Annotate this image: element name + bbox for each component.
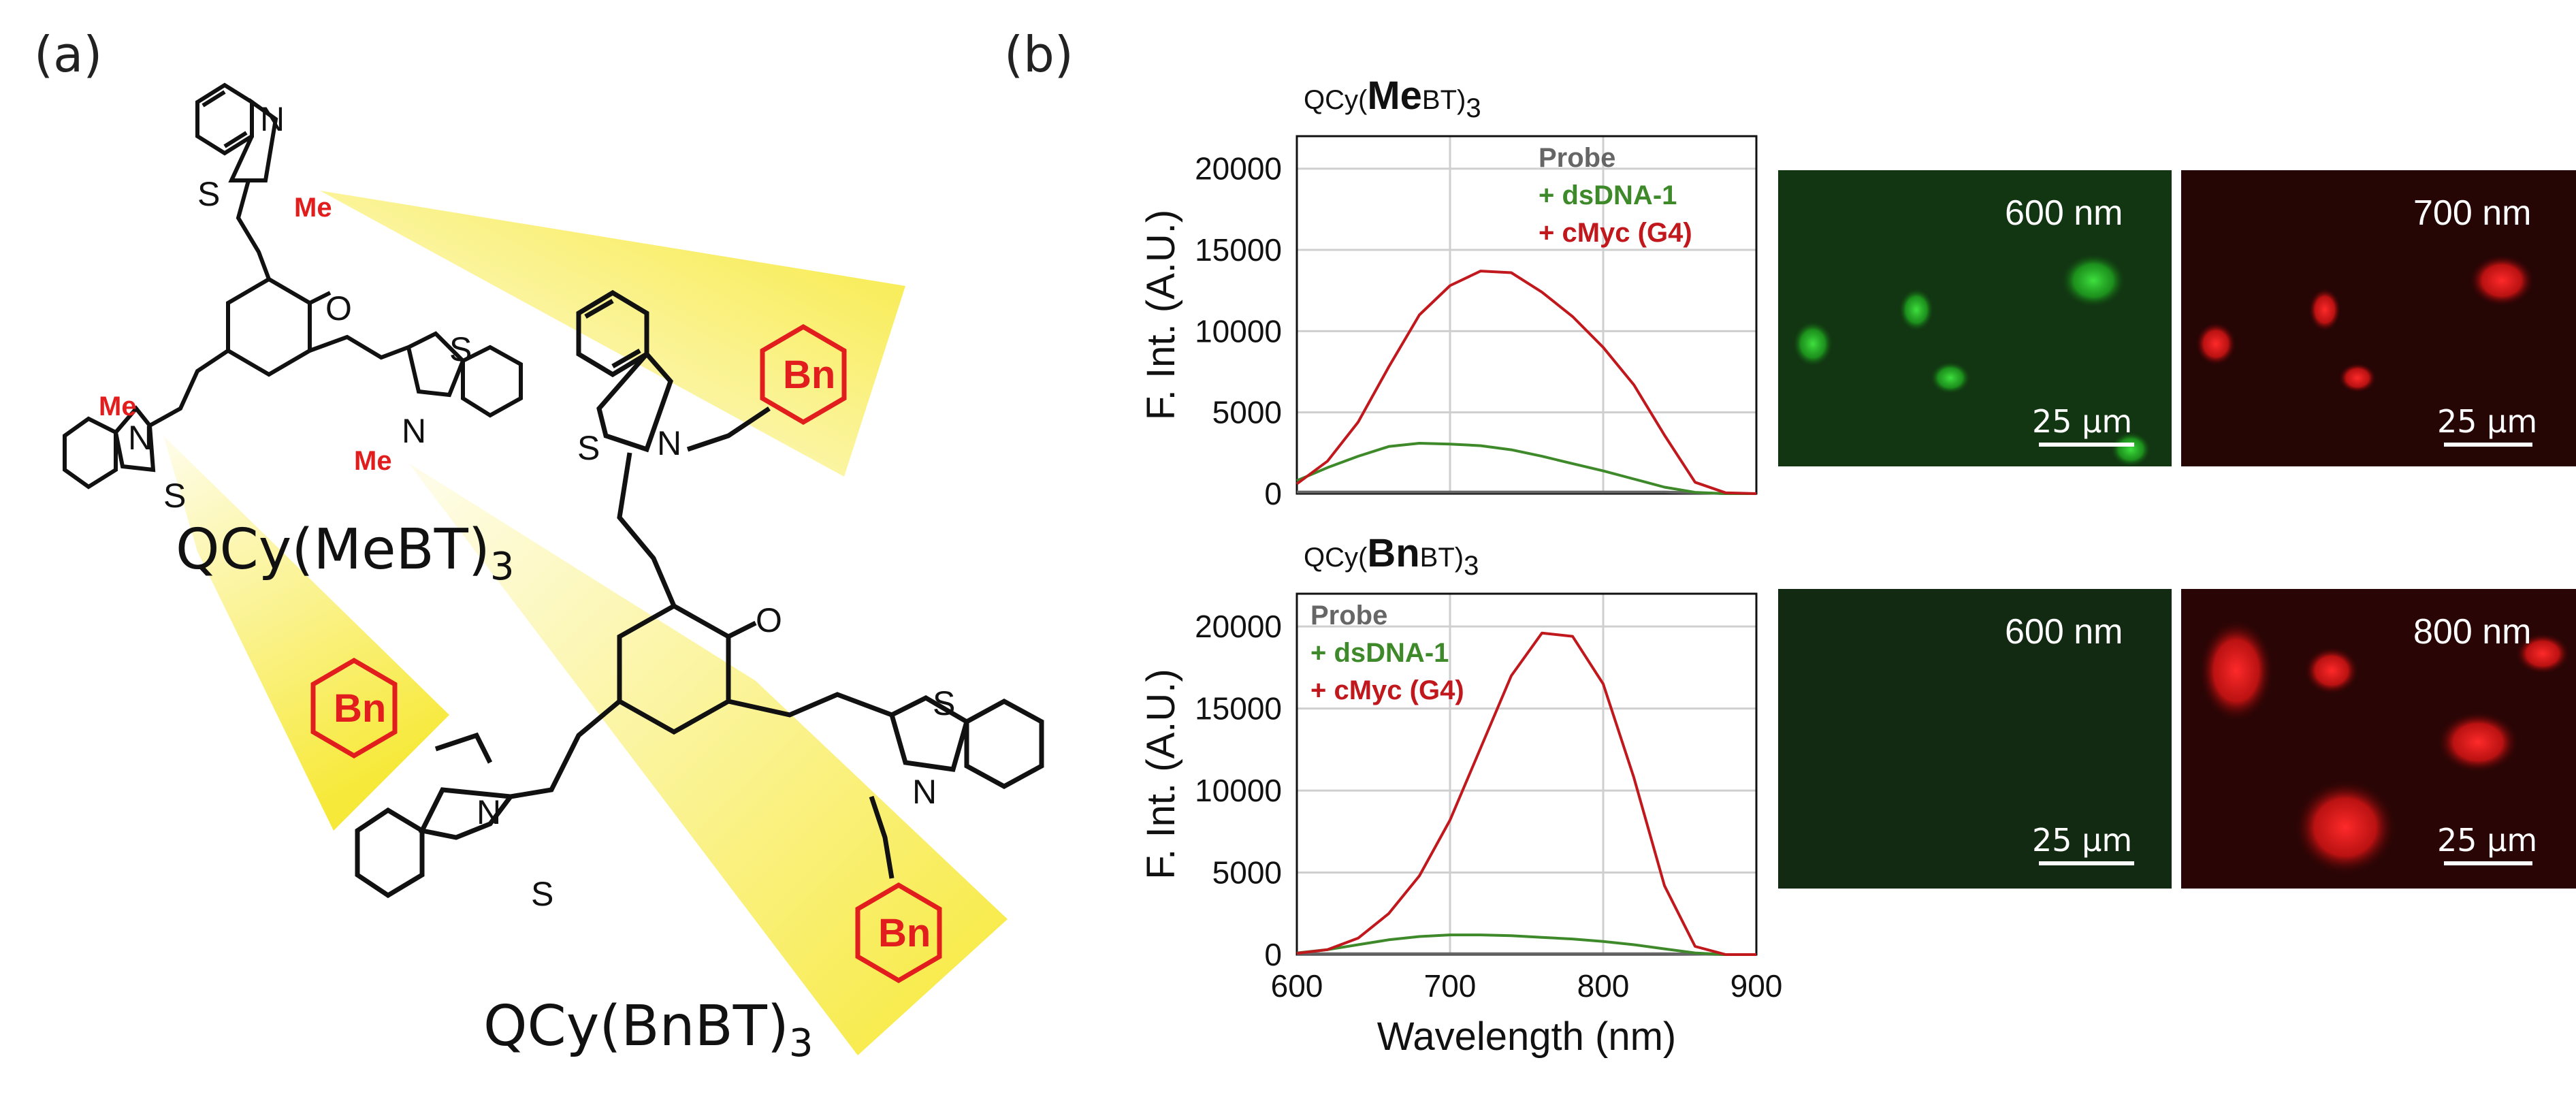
spectrum-chart-mebt3: QCy(MeBT)3 0 5000 10000 15000 20000 F. Int. (A… xyxy=(1139,74,1758,511)
y-tick-label: 0 xyxy=(1264,937,1282,972)
scale-bar xyxy=(2039,861,2134,865)
legend-entry: Probe xyxy=(1310,601,1387,630)
qcy-mebt3-structure xyxy=(63,82,523,490)
atom-n: N xyxy=(402,412,426,450)
bn-rings xyxy=(310,323,942,984)
atom-n: N xyxy=(477,793,501,831)
atom-o: O xyxy=(325,289,352,327)
bn-ring-top xyxy=(760,323,847,426)
legend-entry: Probe xyxy=(1539,143,1615,173)
x-axis-title: Wavelength (nm) xyxy=(1377,1014,1676,1059)
beam-me-to-bn xyxy=(320,191,905,477)
legend-entry: + dsDNA-1 xyxy=(1539,180,1677,210)
y-tick-label: 10000 xyxy=(1195,773,1282,808)
legend-entry: + dsDNA-1 xyxy=(1310,638,1449,668)
series-line-cmyc xyxy=(1296,631,1756,956)
micrograph-bnbt3-800nm: 800 nm 25 µm xyxy=(2181,589,2576,889)
core-ring xyxy=(226,276,312,377)
bn-ring-left xyxy=(310,657,398,759)
scale-bar-label: 25 µm xyxy=(2437,403,2537,440)
atom-s: S xyxy=(449,330,472,368)
series-line-probe xyxy=(1297,490,1756,495)
y-tick-label: 20000 xyxy=(1195,609,1282,644)
series-line-dsdna xyxy=(1296,442,1756,495)
bn-label-left: Bn xyxy=(334,686,386,731)
micrograph-wavelength: 600 nm xyxy=(2005,612,2123,652)
chart-title: QCy(MeBT)3 xyxy=(1304,74,1481,123)
atom-s: S xyxy=(531,875,553,913)
micrograph-wavelength: 800 nm xyxy=(2413,612,2531,652)
x-tick-label: 800 xyxy=(1577,968,1630,1004)
atom-s: S xyxy=(577,429,600,467)
chart-title: QCy(BnBT)3 xyxy=(1304,531,1479,581)
atom-s: S xyxy=(197,175,220,213)
micrograph-wavelength: 700 nm xyxy=(2413,193,2531,233)
x-tick-label: 600 xyxy=(1271,968,1323,1004)
y-tick-label: 15000 xyxy=(1195,691,1282,726)
bn-ring-bottom xyxy=(855,882,942,984)
plot-frame xyxy=(1295,135,1758,495)
atom-n: N xyxy=(912,773,937,811)
legend-entry: + cMyc (G4) xyxy=(1310,675,1464,705)
panel-a-label: (a) xyxy=(34,26,102,83)
bn-label-bottom: Bn xyxy=(878,911,931,955)
y-tick-label: 0 xyxy=(1264,476,1282,511)
scale-bar-label: 25 µm xyxy=(2437,822,2537,859)
atom-me: Me xyxy=(354,446,392,476)
x-tick-label: 700 xyxy=(1424,968,1477,1004)
panel-b-label: (b) xyxy=(1004,26,1074,83)
benzene-ring xyxy=(195,82,254,156)
y-tick-label: 10000 xyxy=(1195,313,1282,349)
y-tick-label: 5000 xyxy=(1212,855,1282,891)
scale-bar-label: 25 µm xyxy=(2032,403,2132,440)
qcy-bnbt3-structure xyxy=(355,289,1044,899)
y-axis-title: F. Int. (A.U.) xyxy=(1139,210,1183,420)
atom-me: Me xyxy=(99,391,137,421)
beam-down-left xyxy=(163,436,449,831)
y-tick-label: 5000 xyxy=(1212,395,1282,430)
micrograph-bnbt3-600nm: 600 nm 25 µm xyxy=(1778,589,2172,889)
qcy-bnbt3-atoms: N S O S N N S xyxy=(477,424,955,913)
scale-bar xyxy=(2039,443,2134,447)
atom-me: Me xyxy=(294,193,332,223)
qcy-mebt3-atoms: N S Me O S N Me Me N S xyxy=(99,100,472,515)
bn-label-top: Bn xyxy=(783,353,835,397)
scale-bar-label: 25 µm xyxy=(2032,822,2132,859)
mebt3-name: QCy(MeBT)3 xyxy=(176,517,515,589)
y-tick-label: 15000 xyxy=(1195,232,1282,268)
y-axis-title: F. Int. (A.U.) xyxy=(1139,669,1183,879)
benzene-ring xyxy=(576,289,649,378)
scale-bar xyxy=(2444,861,2532,865)
micrograph-mebt3-700nm: 700 nm 25 µm xyxy=(2181,170,2576,466)
series-line-cmyc xyxy=(1295,270,1757,495)
atom-n: N xyxy=(657,424,681,462)
atom-s: S xyxy=(933,684,955,722)
series-line-dsdna xyxy=(1296,933,1756,956)
atom-s: S xyxy=(163,477,186,515)
micrograph-mebt3-600nm: 600 nm 25 µm xyxy=(1778,170,2172,467)
micrograph-wavelength: 600 nm xyxy=(2005,193,2123,233)
bnbt3-name: QCy(BnBT)3 xyxy=(483,994,814,1066)
scale-bar xyxy=(2444,443,2532,447)
y-tick-label: 20000 xyxy=(1195,151,1282,187)
series-line-probe xyxy=(1297,952,1756,956)
atom-n: N xyxy=(128,419,152,457)
atom-o: O xyxy=(756,601,782,639)
legend-entry: + cMyc (G4) xyxy=(1539,218,1692,248)
x-tick-label: 900 xyxy=(1730,968,1783,1004)
atom-n: N xyxy=(260,100,285,138)
spectrum-chart-bnbt3: QCy(BnBT)3 0 5000 10000 15000 20000 600 700 800 9… xyxy=(1139,531,1782,1059)
